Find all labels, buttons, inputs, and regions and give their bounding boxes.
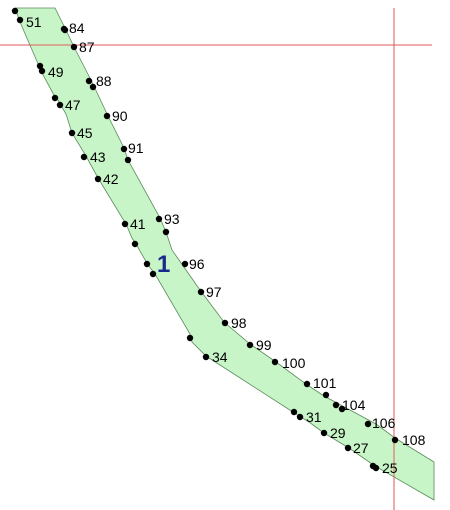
point-label: 88 bbox=[96, 73, 112, 89]
point-marker bbox=[16, 16, 24, 24]
point-marker bbox=[322, 391, 330, 399]
point-marker bbox=[344, 444, 352, 452]
point-label: 99 bbox=[256, 337, 272, 353]
point-marker bbox=[56, 101, 64, 109]
point-label: 106 bbox=[372, 415, 396, 431]
corridor-region bbox=[14, 7, 435, 501]
point-label: 41 bbox=[130, 216, 146, 232]
point-label: 47 bbox=[65, 97, 81, 113]
point-marker bbox=[290, 408, 298, 416]
point-label: 34 bbox=[212, 349, 228, 365]
point-marker bbox=[181, 260, 189, 268]
point-label: 27 bbox=[353, 440, 369, 456]
point-marker bbox=[121, 220, 129, 228]
point-marker bbox=[303, 380, 311, 388]
point-label: 87 bbox=[79, 39, 95, 55]
point-marker bbox=[85, 77, 93, 85]
point-marker bbox=[271, 358, 279, 366]
point-marker bbox=[36, 62, 44, 70]
point-marker bbox=[103, 112, 111, 120]
point-marker bbox=[149, 270, 157, 278]
point-marker bbox=[51, 94, 59, 102]
point-label: 43 bbox=[90, 149, 106, 165]
point-marker bbox=[391, 436, 399, 444]
point-label: 100 bbox=[282, 355, 306, 371]
point-label: 108 bbox=[402, 432, 426, 448]
point-marker bbox=[246, 341, 254, 349]
point-marker bbox=[94, 175, 102, 183]
point-marker bbox=[202, 353, 210, 361]
point-marker bbox=[70, 43, 78, 51]
point-marker bbox=[89, 83, 97, 91]
point-marker bbox=[162, 228, 170, 236]
point-label: 49 bbox=[48, 64, 64, 80]
point-label: 84 bbox=[69, 20, 85, 36]
point-label: 90 bbox=[112, 108, 128, 124]
region-label: 1 bbox=[157, 251, 170, 278]
point-label: 104 bbox=[342, 397, 366, 413]
point-marker bbox=[120, 145, 128, 153]
point-marker bbox=[68, 129, 76, 137]
point-marker bbox=[221, 319, 229, 327]
point-label: 91 bbox=[128, 140, 144, 156]
point-marker bbox=[186, 334, 194, 342]
point-label: 101 bbox=[313, 375, 337, 391]
point-marker bbox=[320, 429, 328, 437]
point-label: 45 bbox=[77, 125, 93, 141]
point-marker bbox=[124, 156, 132, 164]
point-marker bbox=[131, 240, 139, 248]
point-marker bbox=[296, 413, 304, 421]
point-label: 97 bbox=[206, 284, 222, 300]
point-marker bbox=[38, 67, 46, 75]
point-label: 96 bbox=[189, 256, 205, 272]
point-marker bbox=[338, 405, 346, 413]
point-marker bbox=[80, 153, 88, 161]
point-label: 98 bbox=[231, 315, 247, 331]
point-label: 31 bbox=[306, 409, 322, 425]
point-marker bbox=[332, 401, 340, 409]
point-marker bbox=[197, 288, 205, 296]
point-marker bbox=[155, 215, 163, 223]
point-marker bbox=[11, 7, 19, 15]
point-marker bbox=[143, 260, 151, 268]
point-label: 29 bbox=[330, 425, 346, 441]
point-marker bbox=[364, 420, 372, 428]
point-label: 25 bbox=[382, 460, 398, 476]
point-label: 93 bbox=[164, 211, 180, 227]
point-marker bbox=[369, 462, 377, 470]
point-label: 42 bbox=[103, 171, 119, 187]
point-marker bbox=[60, 25, 68, 33]
point-label: 51 bbox=[26, 14, 42, 30]
